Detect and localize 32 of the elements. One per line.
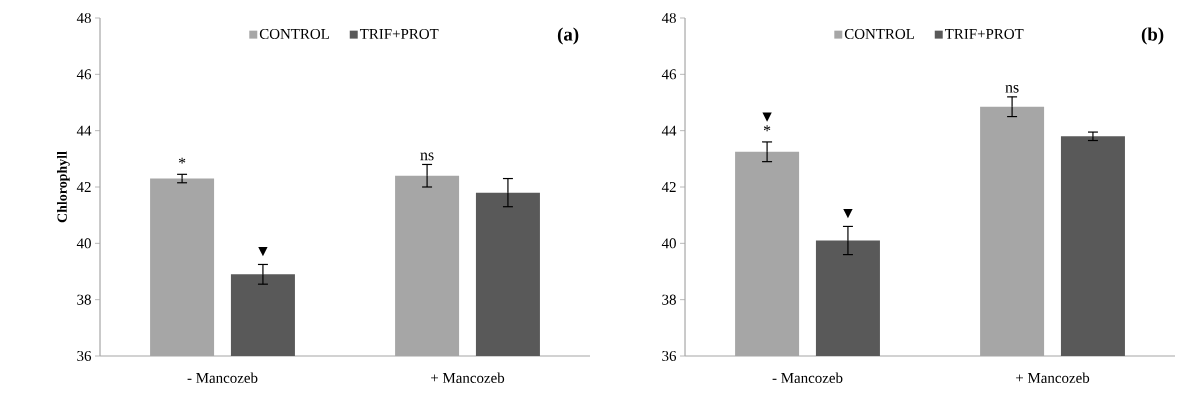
x-tick-label: - Mancozeb <box>187 372 258 383</box>
y-tick-label: 46 <box>661 69 677 80</box>
y-tick-label: 48 <box>76 12 91 24</box>
chart-title: (b) <box>1141 27 1164 45</box>
legend-label: TRIF+PROT <box>359 28 439 39</box>
annotation: * <box>763 125 771 132</box>
y-tick-label: 42 <box>76 182 91 192</box>
annotation: ns <box>420 152 434 161</box>
y-tick-label: 36 <box>662 350 677 362</box>
y-tick-label: 42 <box>661 182 676 192</box>
y-tick-label: 38 <box>77 294 91 305</box>
annotation: ▼ <box>843 208 853 219</box>
annotation: * <box>178 157 186 164</box>
legend-label: CONTROL <box>844 28 914 39</box>
y-tick-label: 44 <box>661 125 677 136</box>
x-tick-label: + Mancozeb <box>1016 372 1090 383</box>
legend-label: TRIF+PROT <box>944 28 1024 39</box>
y-tick-label: 36 <box>77 350 92 362</box>
y-tick-label: 38 <box>662 294 676 305</box>
legend-label: CONTROL <box>259 28 329 39</box>
x-tick-label: + Mancozeb <box>431 372 505 383</box>
y-axis-title: Chlorophyll <box>57 151 70 223</box>
y-tick-label: 48 <box>661 12 676 24</box>
annotation: ns <box>1005 85 1019 93</box>
y-tick-label: 40 <box>661 238 676 249</box>
chart-title: (a) <box>557 27 579 45</box>
x-tick-label: - Mancozeb <box>772 372 843 383</box>
y-tick-label: 46 <box>76 69 92 80</box>
y-tick-label: 44 <box>76 125 92 136</box>
annotation: ▼ <box>762 112 772 122</box>
annotation: ▼ <box>258 246 268 257</box>
y-tick-label: 40 <box>76 238 91 249</box>
